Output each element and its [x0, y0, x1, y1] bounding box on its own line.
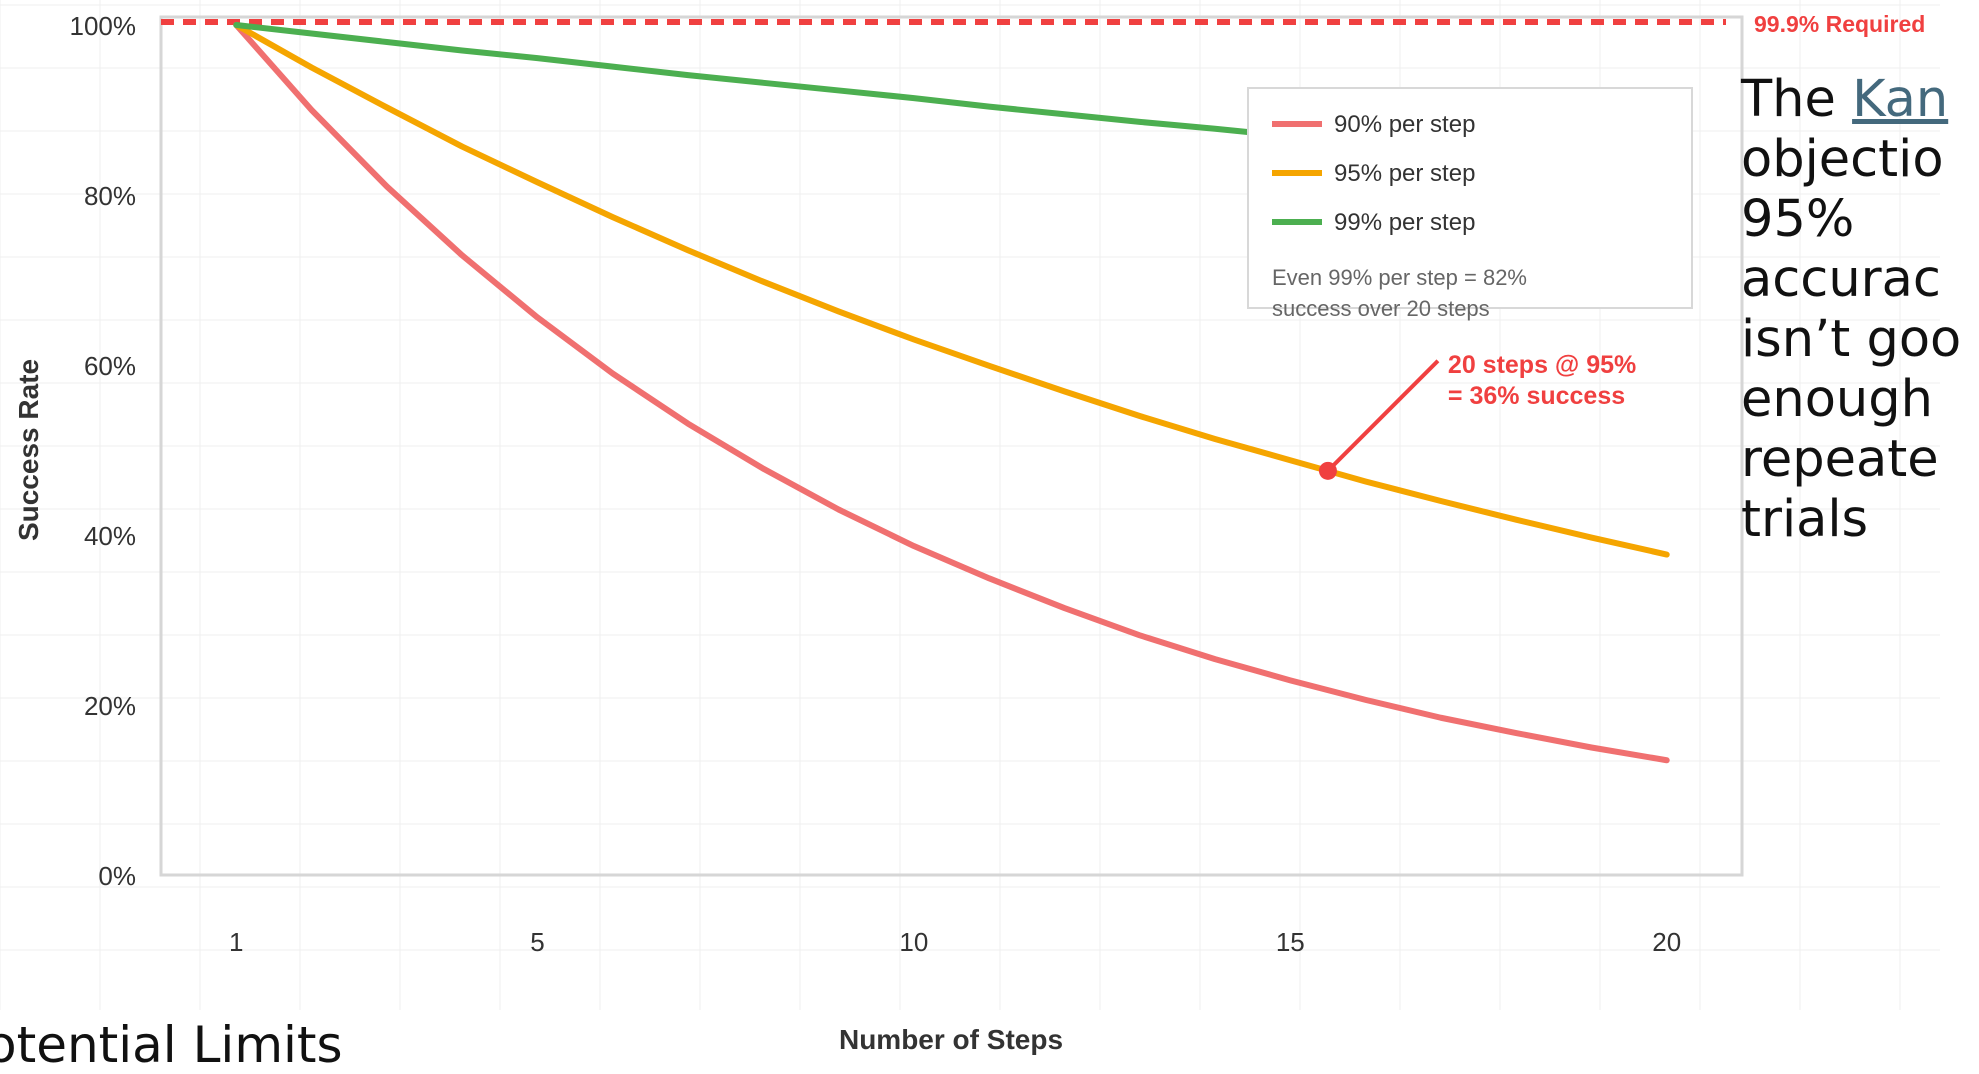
x-tick-label: 10 — [899, 927, 928, 957]
annotation-point — [1318, 461, 1337, 480]
x-tick-label: 5 — [530, 927, 544, 957]
legend-note: Even 99% per step = 82% — [1272, 265, 1527, 290]
y-tick-label: 20% — [84, 691, 136, 721]
y-tick-label: 100% — [70, 11, 137, 41]
slide-footer-text: otential Limits — [0, 1016, 343, 1074]
side-text-prefix: The — [1741, 70, 1853, 129]
series-95-line — [233, 22, 1670, 558]
y-axis-title: Success Rate — [13, 359, 44, 541]
x-tick-label: 15 — [1276, 927, 1305, 957]
legend-note: success over 20 steps — [1272, 296, 1490, 321]
x-axis-title: Number of Steps — [839, 1024, 1063, 1055]
side-text-link[interactable]: Kan — [1852, 70, 1949, 129]
series-90-line — [233, 22, 1670, 764]
y-tick-label: 0% — [98, 861, 136, 891]
annotation-text: 20 steps @ 95% — [1448, 351, 1636, 379]
plot-frame — [159, 15, 1744, 877]
x-tick-label: 1 — [229, 927, 243, 957]
y-tick-label: 60% — [84, 351, 136, 381]
legend-item-label: 95% per step — [1334, 160, 1475, 187]
annotation-text: = 36% success — [1448, 382, 1625, 410]
side-text: The Kan objectio 95% accurac isn’t goo e… — [1741, 70, 1979, 550]
y-tick-label: 40% — [84, 521, 136, 551]
x-tick-label: 20 — [1652, 927, 1681, 957]
side-text-body: objectio 95% accurac isn’t goo enough re… — [1741, 130, 1962, 549]
legend-item-label: 99% per step — [1334, 209, 1475, 236]
legend-item-label: 90% per step — [1334, 111, 1475, 138]
reference-line-label: 99.9% Required — [1754, 11, 1925, 37]
annotation-pointer — [1326, 359, 1440, 473]
y-tick-label: 80% — [84, 181, 136, 211]
